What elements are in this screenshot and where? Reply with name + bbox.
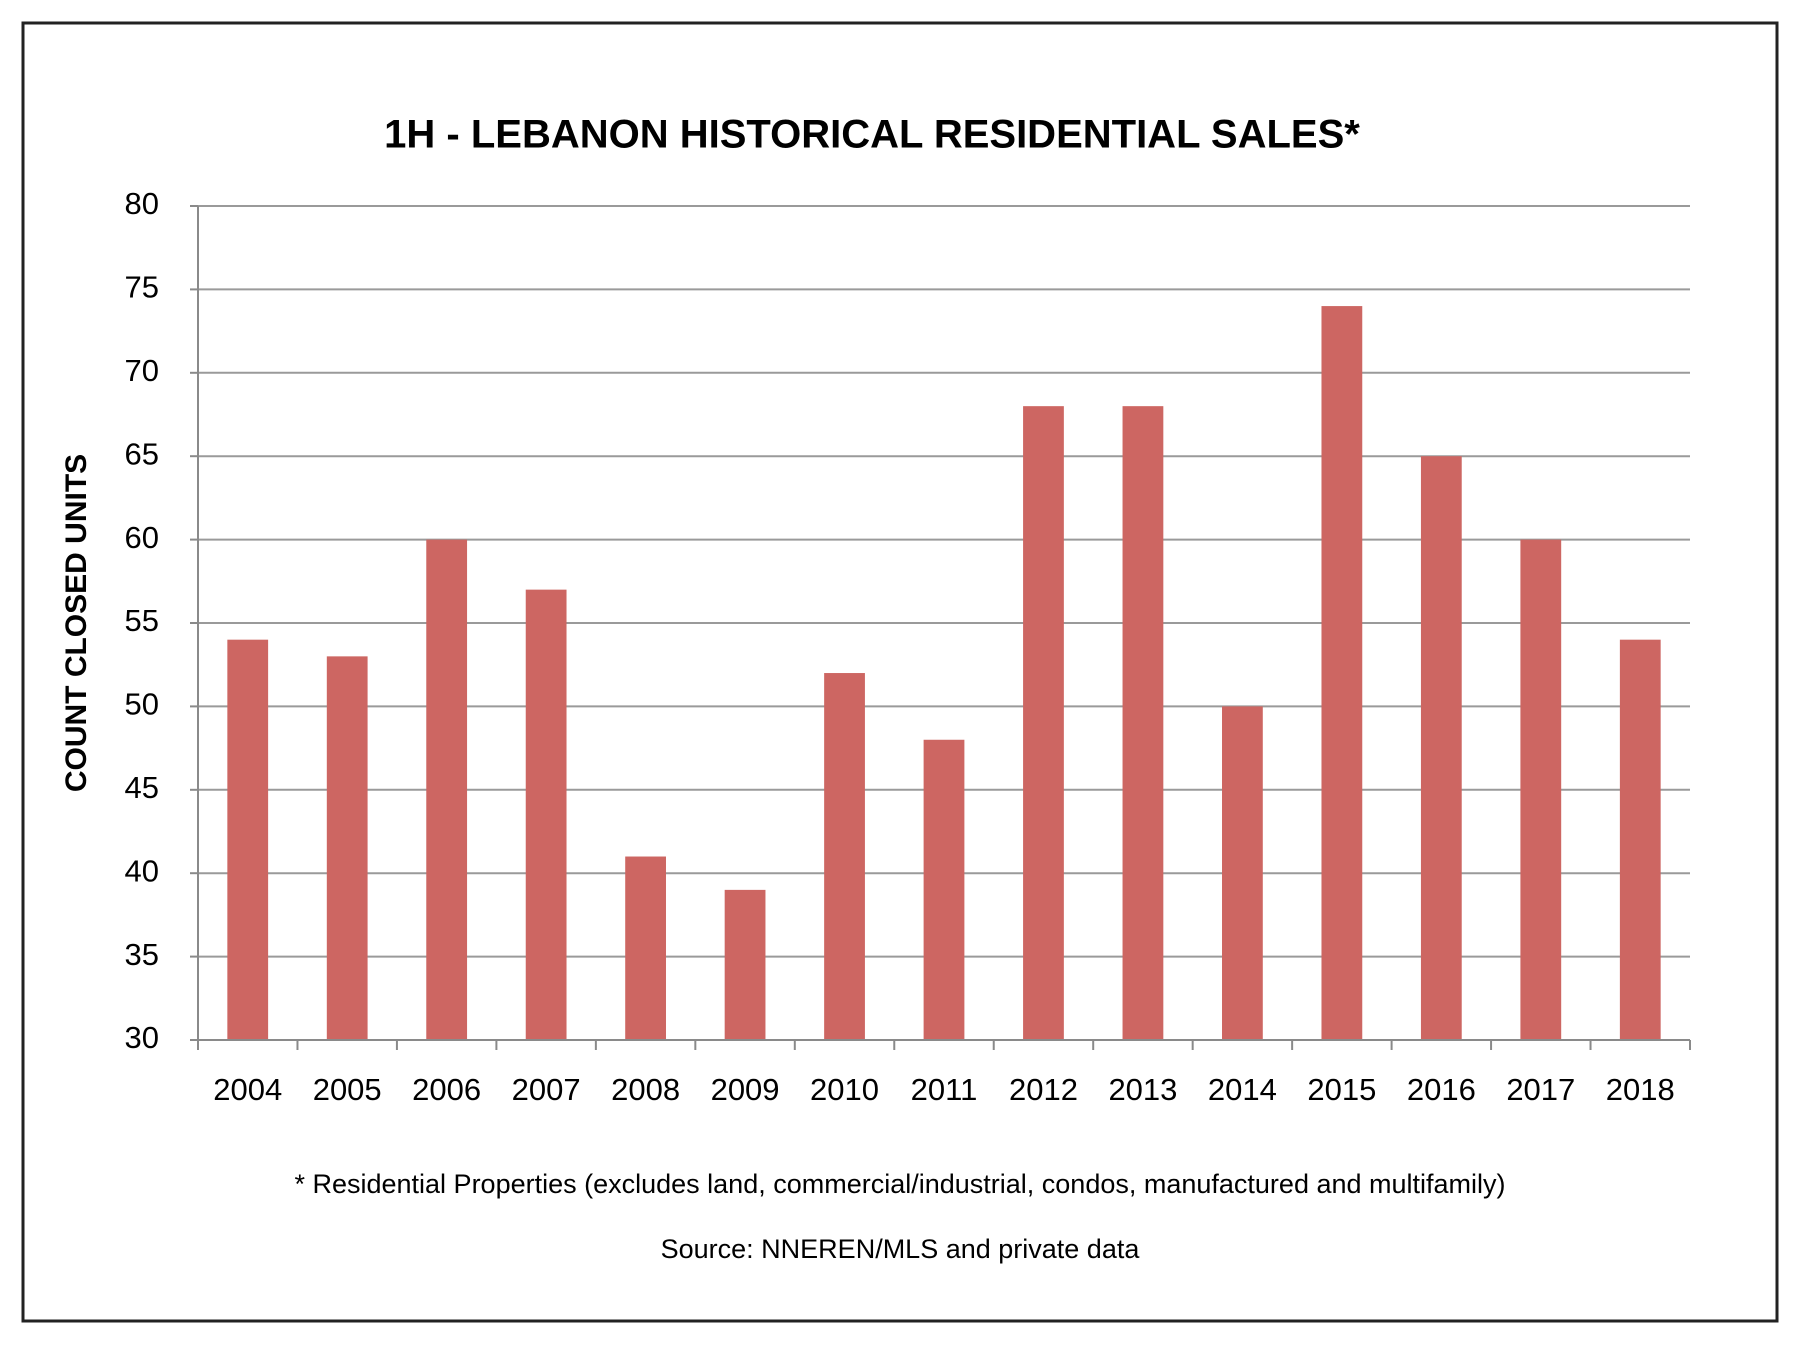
x-tick-label: 2016 — [1407, 1072, 1476, 1107]
footnote: * Residential Properties (excludes land,… — [294, 1169, 1505, 1199]
y-tick-label: 55 — [125, 603, 159, 638]
x-tick-label: 2006 — [412, 1072, 481, 1107]
y-tick-label: 30 — [125, 1020, 159, 1055]
bar — [824, 673, 865, 1040]
y-tick-label: 75 — [125, 270, 159, 305]
y-axis-label: COUNT CLOSED UNITS — [60, 454, 93, 792]
bar — [1122, 406, 1164, 1040]
chart-border — [21, 21, 1779, 1323]
x-tick-label: 2010 — [810, 1072, 879, 1107]
x-tick-label: 2009 — [711, 1072, 780, 1107]
x-tick-label: 2018 — [1606, 1072, 1675, 1107]
x-tick-label: 2005 — [313, 1072, 382, 1107]
x-tick-label: 2004 — [213, 1072, 282, 1107]
bar — [426, 539, 468, 1040]
y-tick-label: 50 — [125, 687, 159, 722]
x-tick-label: 2014 — [1208, 1072, 1277, 1107]
y-tick-label: 70 — [125, 353, 159, 388]
x-tick-label: 2017 — [1506, 1072, 1575, 1107]
bar — [227, 639, 269, 1040]
y-tick-label: 35 — [125, 937, 159, 972]
x-tick-label: 2007 — [512, 1072, 581, 1107]
y-tick-label: 40 — [125, 853, 159, 888]
y-tick-label: 65 — [125, 436, 159, 471]
source: Source: NNEREN/MLS and private data — [661, 1234, 1141, 1264]
bar — [1321, 306, 1363, 1041]
bar — [625, 856, 666, 1040]
bar — [1420, 456, 1462, 1040]
bar — [1222, 706, 1263, 1040]
x-tick-label: 2011 — [911, 1072, 978, 1107]
y-tick-label: 60 — [125, 520, 159, 555]
bar — [1520, 539, 1562, 1040]
bar — [1619, 639, 1661, 1040]
x-tick-label: 2012 — [1009, 1072, 1078, 1107]
chart-title: 1H - LEBANON HISTORICAL RESIDENTIAL SALE… — [384, 113, 1360, 157]
bar — [923, 739, 965, 1040]
y-tick-label: 45 — [125, 770, 159, 805]
y-tick-label: 80 — [125, 186, 159, 221]
bar — [326, 656, 368, 1040]
x-tick-label: 2015 — [1307, 1072, 1376, 1107]
bar — [525, 589, 567, 1040]
bar — [1023, 406, 1064, 1040]
x-tick-label: 2013 — [1108, 1072, 1177, 1107]
x-tick-label: 2008 — [611, 1072, 680, 1107]
bar — [724, 889, 766, 1040]
